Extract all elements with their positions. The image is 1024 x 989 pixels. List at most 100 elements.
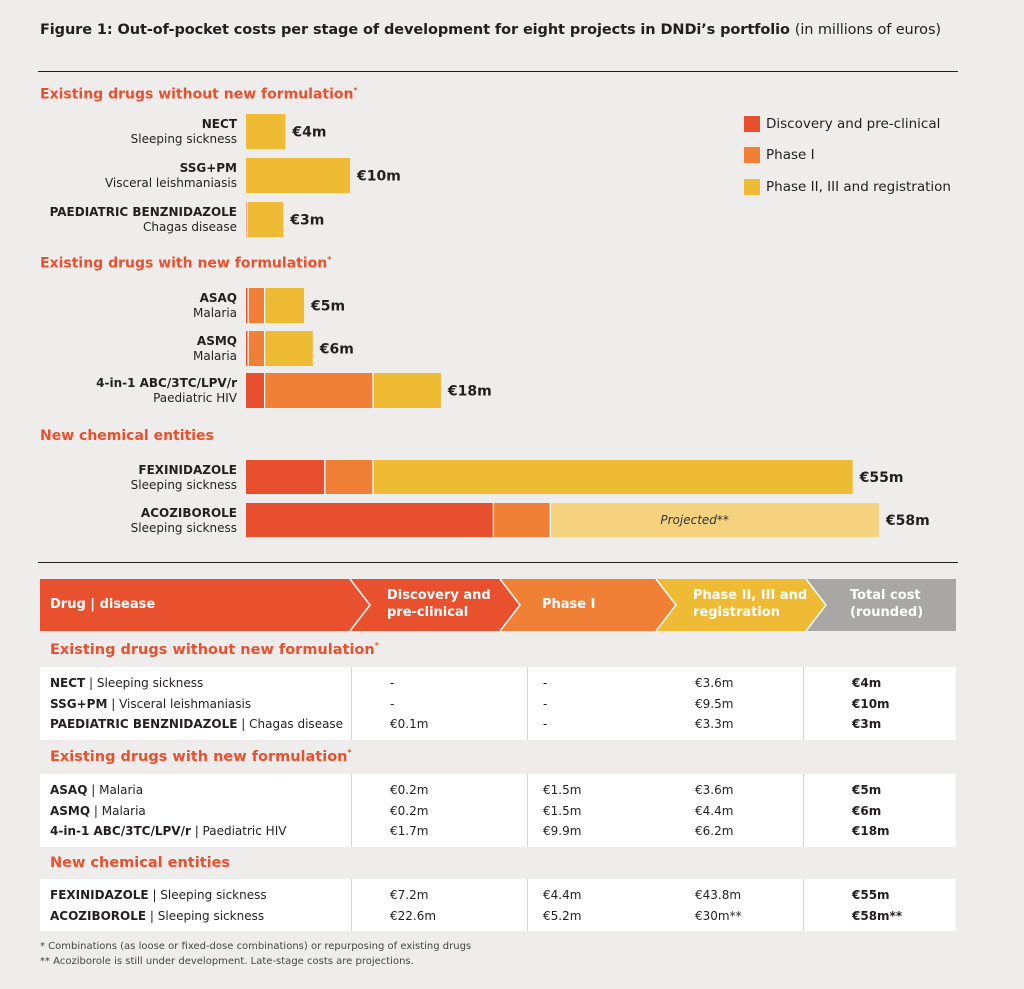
bar-segment xyxy=(246,288,249,323)
table-cell-drug: ASMQ | Malaria xyxy=(50,801,146,822)
header-divider xyxy=(655,579,677,631)
legend-swatch xyxy=(744,178,760,195)
projected-label: Projected** xyxy=(660,513,729,527)
bar-label-name: PAEDIATRIC BENZNIDAZOLE xyxy=(50,205,237,219)
bar-label-name: NECT xyxy=(202,117,238,131)
table-cell-discovery: €0.2m xyxy=(390,783,429,797)
table-group-title: New chemical entities xyxy=(50,855,231,871)
total-label: €10m xyxy=(356,169,401,185)
disease-name: | Visceral leishmaniasis xyxy=(107,696,252,711)
table-cell-discovery: - xyxy=(390,696,395,711)
total-label: €6m xyxy=(319,342,354,358)
table-cell-phase1: - xyxy=(543,717,548,731)
column-divider xyxy=(527,667,528,740)
column-divider xyxy=(527,774,528,847)
bar-segment xyxy=(373,373,441,408)
header-divider xyxy=(805,579,827,631)
table-cell-phase1: €9.9m xyxy=(543,824,582,838)
table-cell-discovery: - xyxy=(390,676,395,690)
disease-name: | Malaria xyxy=(87,783,144,797)
bar-segment xyxy=(248,288,265,323)
table-cell-total: €58m** xyxy=(852,908,903,923)
table-cell-phase1: - xyxy=(543,676,548,690)
bar-segment xyxy=(493,503,551,537)
bar-segment xyxy=(247,202,284,237)
drug-name: 4-in-1 ABC/3TC/LPV/r xyxy=(50,824,191,838)
bar-label-disease: Chagas disease xyxy=(143,220,237,234)
bar-label-disease: Malaria xyxy=(193,306,237,320)
table-cell-total: €6m xyxy=(852,803,882,818)
table-cell-drug: PAEDIATRIC BENZNIDAZOLE | Chagas disease xyxy=(50,714,343,735)
header-drug-disease: Drug | disease xyxy=(50,597,156,612)
figure-title: Figure 1: Out-of-pocket costs per stage … xyxy=(40,22,941,38)
header-discovery: Discovery and pre-clinical xyxy=(387,588,491,620)
header-cell-phase1 xyxy=(500,579,676,631)
total-label: €3m xyxy=(289,213,324,229)
table-cell-total: €3m xyxy=(852,717,882,731)
table-cell-discovery: €1.7m xyxy=(390,824,429,838)
disease-name: | Sleeping sickness xyxy=(148,888,267,902)
bar-label-name: FEXINIDAZOLE xyxy=(138,463,237,477)
table-cell-phase2: €3.6m xyxy=(695,783,734,797)
drug-name: SSG+PM xyxy=(50,696,108,711)
table-cell-phase2: €9.5m xyxy=(695,696,734,711)
table-cell-phase1: €1.5m xyxy=(543,783,582,797)
legend-item: Phase I xyxy=(744,140,951,172)
bar-segment xyxy=(246,373,265,408)
table-cell-phase2: €4.4m xyxy=(695,803,734,818)
header-cell-drug xyxy=(40,579,370,631)
header-phase2: Phase II, III and registration xyxy=(693,588,808,620)
bar-label-name: ACOZIBOROLE xyxy=(141,506,237,520)
disease-name: | Chagas disease xyxy=(237,717,344,731)
disease-name: | Sleeping sickness xyxy=(146,908,265,923)
bar-label-name: 4-in-1 ABC/3TC/LPV/r xyxy=(96,376,237,390)
legend-swatch xyxy=(744,115,760,132)
bar-segment xyxy=(246,158,351,193)
bar-segment xyxy=(248,331,265,366)
chart-section-title: Existing drugs with new formulation* xyxy=(40,255,332,272)
legend-item: Discovery and pre-clinical xyxy=(744,108,951,140)
bar-label-name: ASAQ xyxy=(200,291,237,305)
table-cell-phase2: €6.2m xyxy=(695,824,734,838)
table-cell-drug: SSG+PM | Visceral leishmaniasis xyxy=(50,694,251,715)
disease-name: | Malaria xyxy=(90,803,146,818)
bar-label-disease: Sleeping sickness xyxy=(131,521,237,535)
header-total: Total cost (rounded) xyxy=(850,588,924,620)
total-label: €4m xyxy=(291,125,326,141)
drug-name: PAEDIATRIC BENZNIDAZOLE xyxy=(50,717,238,731)
bar-label-name: SSG+PM xyxy=(180,161,237,175)
bar-segment xyxy=(246,503,494,537)
total-label: €58m xyxy=(885,513,930,529)
table-cell-discovery: €22.6m xyxy=(390,908,437,923)
bar-label-disease: Sleeping sickness xyxy=(131,478,237,492)
table-cell-phase1: €5.2m xyxy=(543,908,582,923)
footnote: * Combinations (as loose or fixed-dose c… xyxy=(40,941,472,952)
table-cell-phase2: €43.8m xyxy=(695,888,742,902)
total-label: €18m xyxy=(447,384,492,400)
table-group: ASAQ | Malaria €0.2m €1.5m €3.6m €5m ASMQ | M… xyxy=(40,774,956,847)
column-divider xyxy=(803,667,804,740)
column-divider xyxy=(803,774,804,847)
table-cell-total: €55m xyxy=(852,888,890,902)
table-cell-phase2: €3.3m xyxy=(695,717,734,731)
column-divider xyxy=(351,879,352,931)
bar-chart: €4m NECT Sleeping sickness €10m SSG+PMViscer… xyxy=(50,114,930,537)
bar-segment xyxy=(264,331,313,366)
legend: Discovery and pre-clinical Phase I Phase… xyxy=(744,108,951,203)
header-cell-discovery xyxy=(350,579,520,631)
disease-name: | Paediatric HIV xyxy=(190,824,287,838)
table-cell-drug: ACOZIBOROLE | Sleeping sickness xyxy=(50,906,264,927)
bar-segment xyxy=(246,460,325,494)
bar-label-disease: Visceral leishmaniasis xyxy=(105,176,237,190)
table-header: Drug | disease Discovery and pre-clinica… xyxy=(40,579,956,631)
column-divider xyxy=(803,879,804,931)
table-cell-phase1: €1.5m xyxy=(543,803,582,818)
table-cell-discovery: €0.2m xyxy=(390,803,429,818)
table-cell-total: €10m xyxy=(852,696,890,711)
table-group-title: Existing drugs without new formulation* xyxy=(50,641,379,658)
chart-section-title: New chemical entities xyxy=(40,428,214,444)
table-cell-drug: 4-in-1 ABC/3TC/LPV/r | Paediatric HIV xyxy=(50,821,286,842)
table-cell-phase2: €30m** xyxy=(695,908,742,923)
drug-name: FEXINIDAZOLE xyxy=(50,888,149,902)
table-cell-total: €5m xyxy=(852,783,882,797)
